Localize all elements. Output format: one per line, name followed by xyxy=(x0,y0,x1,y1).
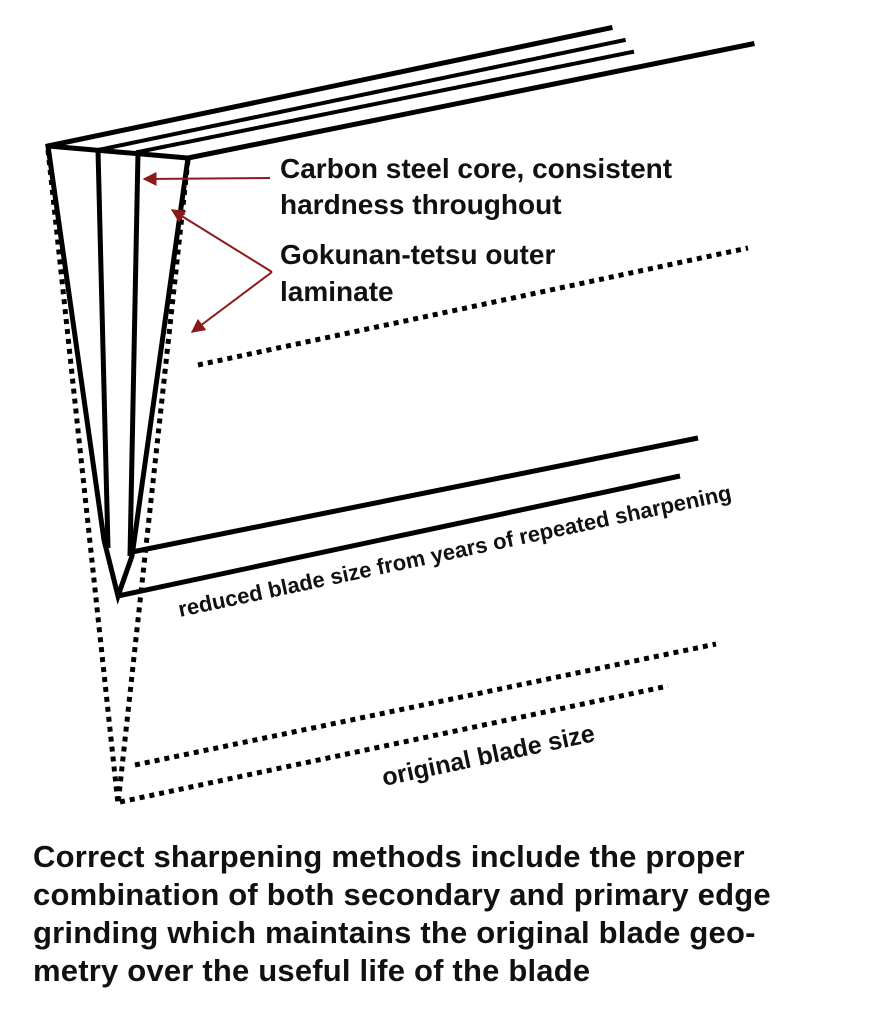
annotation-arrows xyxy=(142,171,273,333)
reduced-blade-outline xyxy=(45,143,191,605)
caption-line-3: grinding which maintains the original bl… xyxy=(33,915,756,950)
reduced-face-line xyxy=(131,435,699,555)
laminate-label-line2: laminate xyxy=(280,276,394,307)
blade-spine-lines xyxy=(45,25,755,161)
spine-line-dotted-1 xyxy=(95,37,628,153)
original-upper-face-line xyxy=(197,245,749,368)
core-arrow xyxy=(142,171,271,186)
core-left-boundary xyxy=(95,149,111,549)
original-lower-face-line xyxy=(134,641,717,768)
caption-line-2: combination of both secondary and primar… xyxy=(33,877,771,912)
spine-line-back xyxy=(45,25,613,149)
caption-line-1: Correct sharpening methods include the p… xyxy=(33,839,745,874)
caption-line-4: metry over the useful life of the blade xyxy=(33,953,591,988)
original-blade-label: original blade size xyxy=(379,719,597,791)
reduced-blade-label: reduced blade size from years of repeate… xyxy=(176,480,734,622)
core-label-line2: hardness throughout xyxy=(280,189,562,220)
reduced-blade-section xyxy=(45,143,699,605)
original-blade-outline xyxy=(45,149,749,805)
original-right-edge xyxy=(115,159,191,805)
original-edge-line xyxy=(119,683,669,805)
core-label-line1: Carbon steel core, consistent xyxy=(280,153,672,184)
spine-line-dotted-2 xyxy=(135,49,635,155)
core-right-boundary xyxy=(127,151,141,557)
laminate-label-line1: Gokunan-tetsu outer xyxy=(280,239,555,270)
reduced-edge-line xyxy=(117,473,681,599)
laminate-arrow-top xyxy=(170,209,273,273)
laminate-arrow-bottom xyxy=(190,271,273,333)
diagram-caption: Correct sharpening methods include the p… xyxy=(33,838,863,990)
spine-line-front xyxy=(185,41,755,161)
